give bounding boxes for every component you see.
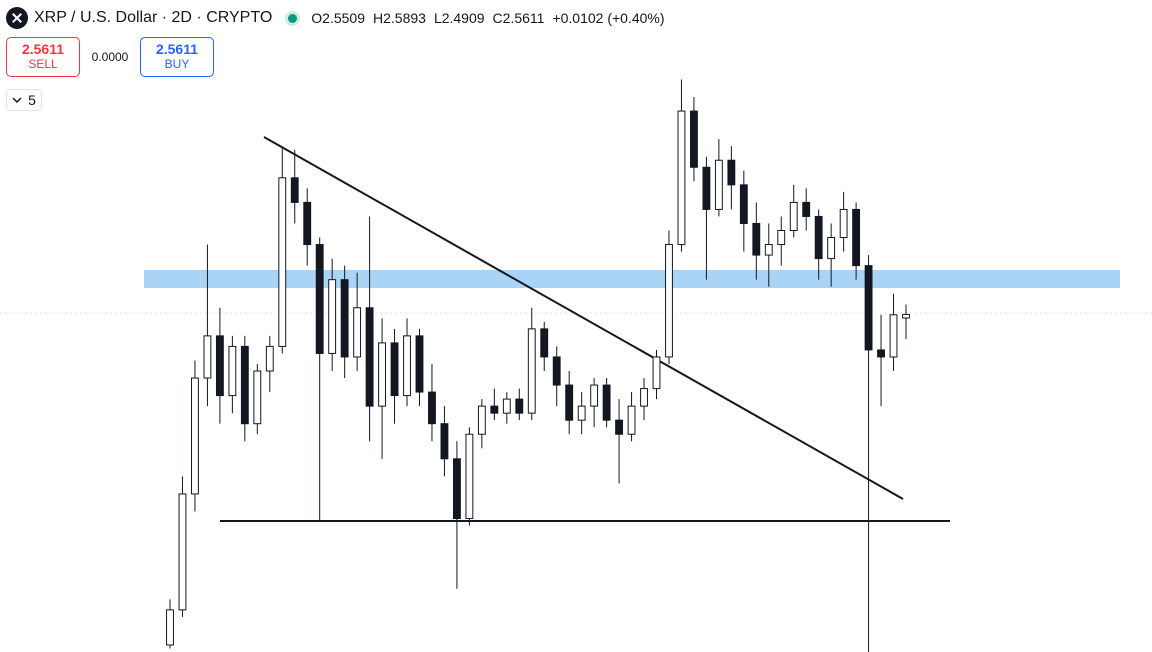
candle-body <box>652 356 661 390</box>
candle-body <box>802 201 811 217</box>
candle-body <box>902 313 910 319</box>
candle-body <box>565 384 574 421</box>
candle-body <box>440 423 449 460</box>
candle-body <box>665 244 673 358</box>
symbol-logo <box>6 7 28 29</box>
resistance-zone <box>144 270 1120 288</box>
candle-body <box>465 433 474 520</box>
candle-body <box>602 384 611 421</box>
candle-body <box>353 307 362 358</box>
candles <box>166 79 910 652</box>
candle-body <box>864 265 873 351</box>
symbol-header: XRP / U.S. Dollar · 2D · CRYPTO O2.5509 … <box>6 6 673 30</box>
candle-body <box>203 335 212 379</box>
candle-body <box>852 208 861 267</box>
candle-body <box>390 342 399 397</box>
buy-price: 2.5611 <box>155 41 199 57</box>
market-status <box>288 13 298 23</box>
trend-line <box>263 136 904 500</box>
candle-body <box>527 328 536 414</box>
spread: 0.0000 <box>91 50 129 64</box>
candle-body <box>615 419 624 435</box>
candle-body <box>752 222 761 256</box>
candle-body <box>877 349 885 358</box>
candle-body <box>677 110 686 246</box>
candle-body <box>590 384 599 407</box>
candle-body <box>215 335 224 397</box>
chevron <box>12 97 22 104</box>
candle-body <box>714 159 723 210</box>
candle-body <box>777 230 786 246</box>
candle-body <box>739 184 748 224</box>
indicators-toggle[interactable]: 5 <box>6 89 42 111</box>
candle-body <box>577 405 586 421</box>
candle-body <box>814 215 823 260</box>
trade-panel: 2.5611 SELL 0.0000 2.5611 BUY <box>6 37 214 77</box>
candle-body <box>627 405 636 435</box>
close: C2.5611 <box>492 10 545 26</box>
candle-body <box>552 356 561 386</box>
indicators-count: 5 <box>28 92 36 108</box>
change: +0.0102 (+0.40%) <box>552 10 665 26</box>
high: H2.5893 <box>373 10 426 26</box>
buy-button[interactable]: 2.5611 BUY <box>140 37 214 77</box>
candle-body <box>502 398 511 414</box>
candle-body <box>415 335 424 393</box>
candle-body <box>403 335 411 397</box>
open: O2.5509 <box>311 10 365 26</box>
candle-body <box>265 345 274 372</box>
candle-body <box>490 405 499 414</box>
sell-label: SELL <box>28 57 58 71</box>
candle-body <box>764 244 773 256</box>
candle-body <box>428 391 436 425</box>
candle-body <box>378 342 386 407</box>
candle-body <box>166 609 174 646</box>
sell-button[interactable]: 2.5611 SELL <box>6 37 80 77</box>
candle-body <box>839 208 848 239</box>
candle-body <box>178 493 187 611</box>
buy-label: BUY <box>164 57 190 71</box>
sell-price: 2.5611 <box>21 41 65 57</box>
candle-body <box>328 279 337 354</box>
candle-body <box>365 307 374 407</box>
symbol: XRP / U.S. Dollar · 2D · CRYPTO <box>34 9 273 26</box>
candle-body <box>278 177 287 347</box>
candle-body <box>789 201 798 231</box>
candle-body <box>889 314 898 358</box>
candle-body <box>640 388 648 407</box>
candle-body <box>452 458 461 520</box>
low: L2.4909 <box>433 10 485 26</box>
candle-body <box>303 201 312 246</box>
candle-body <box>515 398 524 414</box>
candle-body <box>315 244 324 354</box>
candle-body <box>340 279 349 358</box>
candle-body <box>290 177 299 203</box>
candle-body <box>690 110 698 168</box>
candle-body <box>827 237 836 260</box>
candle-body <box>727 159 736 186</box>
candle-body <box>228 345 237 397</box>
candle-body <box>540 328 549 358</box>
candle-body <box>477 405 486 435</box>
candle-body <box>240 345 249 425</box>
candle-body <box>191 377 199 495</box>
candle-body <box>702 166 711 210</box>
candle-body <box>253 370 262 425</box>
